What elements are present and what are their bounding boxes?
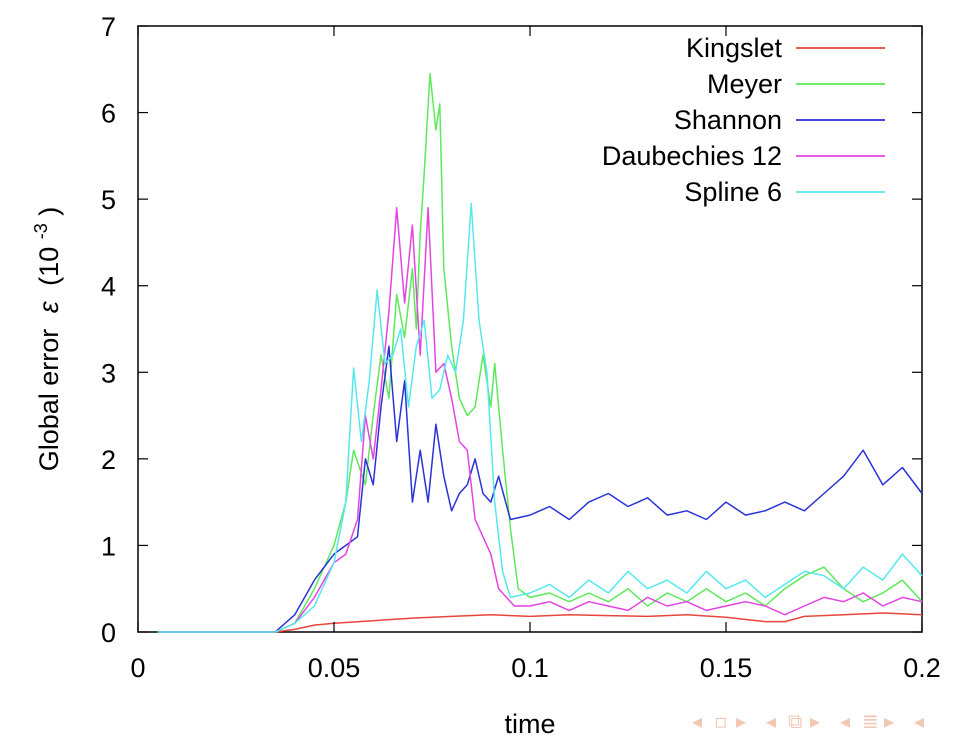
series-line-daubechies-12 — [157, 207, 923, 633]
legend-label: Spline 6 — [684, 177, 782, 207]
y-tick-label: 2 — [101, 445, 116, 475]
legend-label: Meyer — [707, 69, 782, 99]
y-tick-label: 1 — [101, 531, 116, 561]
y-tick-label: 4 — [101, 272, 116, 302]
y-axis-title-unit-exponent: -3 — [31, 223, 51, 239]
legend-label: Shannon — [674, 105, 782, 135]
nav-section-icon[interactable]: ≣ — [862, 709, 879, 733]
nav-right-arrow-icon[interactable]: ▸ — [884, 709, 894, 733]
y-axis-title-symbol: ε — [34, 300, 64, 313]
legend: Kingslet Meyer Shannon Daubechies 12 Spline … — [602, 33, 885, 207]
nav-left-arrow-icon[interactable]: ◂ — [914, 709, 924, 733]
beamer-navigation-bar: ◂ ▫ ▸ ◂ ⧉ ▸ ◂ ≣ ▸ ◂ — [692, 709, 924, 733]
x-tick-label: 0.05 — [308, 653, 361, 683]
legend-label: Kingslet — [686, 33, 783, 63]
x-tick-label: 0.15 — [700, 653, 753, 683]
y-tick-label: 7 — [101, 12, 116, 42]
nav-left-arrow-icon[interactable]: ◂ — [840, 709, 850, 733]
series-line-shannon — [157, 345, 923, 633]
y-tick-label: 0 — [101, 618, 116, 648]
nav-subsection-icon[interactable]: ⧉ — [788, 709, 802, 733]
y-tick-label: 5 — [101, 185, 116, 215]
legend-label: Daubechies 12 — [602, 141, 782, 171]
nav-right-arrow-icon[interactable]: ▸ — [736, 709, 746, 733]
y-axis-title-text: Global error — [34, 329, 64, 472]
ticks-layer: 0 0.05 0.1 0.15 0.2 0 1 2 3 4 5 6 7 — [101, 12, 941, 683]
nav-left-arrow-icon[interactable]: ◂ — [692, 709, 702, 733]
series-layer — [157, 72, 923, 633]
series-line-kingslet — [157, 612, 923, 633]
y-axis-title-unit-close: ) — [34, 207, 64, 216]
y-tick-label: 3 — [101, 358, 116, 388]
nav-right-arrow-icon[interactable]: ▸ — [810, 709, 820, 733]
y-tick-label: 6 — [101, 99, 116, 129]
x-tick-label: 0.1 — [511, 653, 549, 683]
nav-frame-icon[interactable]: ▫ — [714, 709, 728, 733]
x-tick-label: 0.2 — [903, 653, 941, 683]
y-axis-title-unit: (10 — [34, 247, 64, 286]
x-axis-title: time — [504, 709, 555, 739]
plot-frame — [137, 25, 923, 633]
series-line-meyer — [157, 72, 923, 633]
plot-area — [137, 25, 923, 633]
series-line-spline-6 — [157, 202, 923, 633]
nav-left-arrow-icon[interactable]: ◂ — [766, 709, 776, 733]
x-tick-label: 0 — [130, 653, 145, 683]
y-axis-title: Global error ε (10 -3 ) — [23, 207, 64, 472]
